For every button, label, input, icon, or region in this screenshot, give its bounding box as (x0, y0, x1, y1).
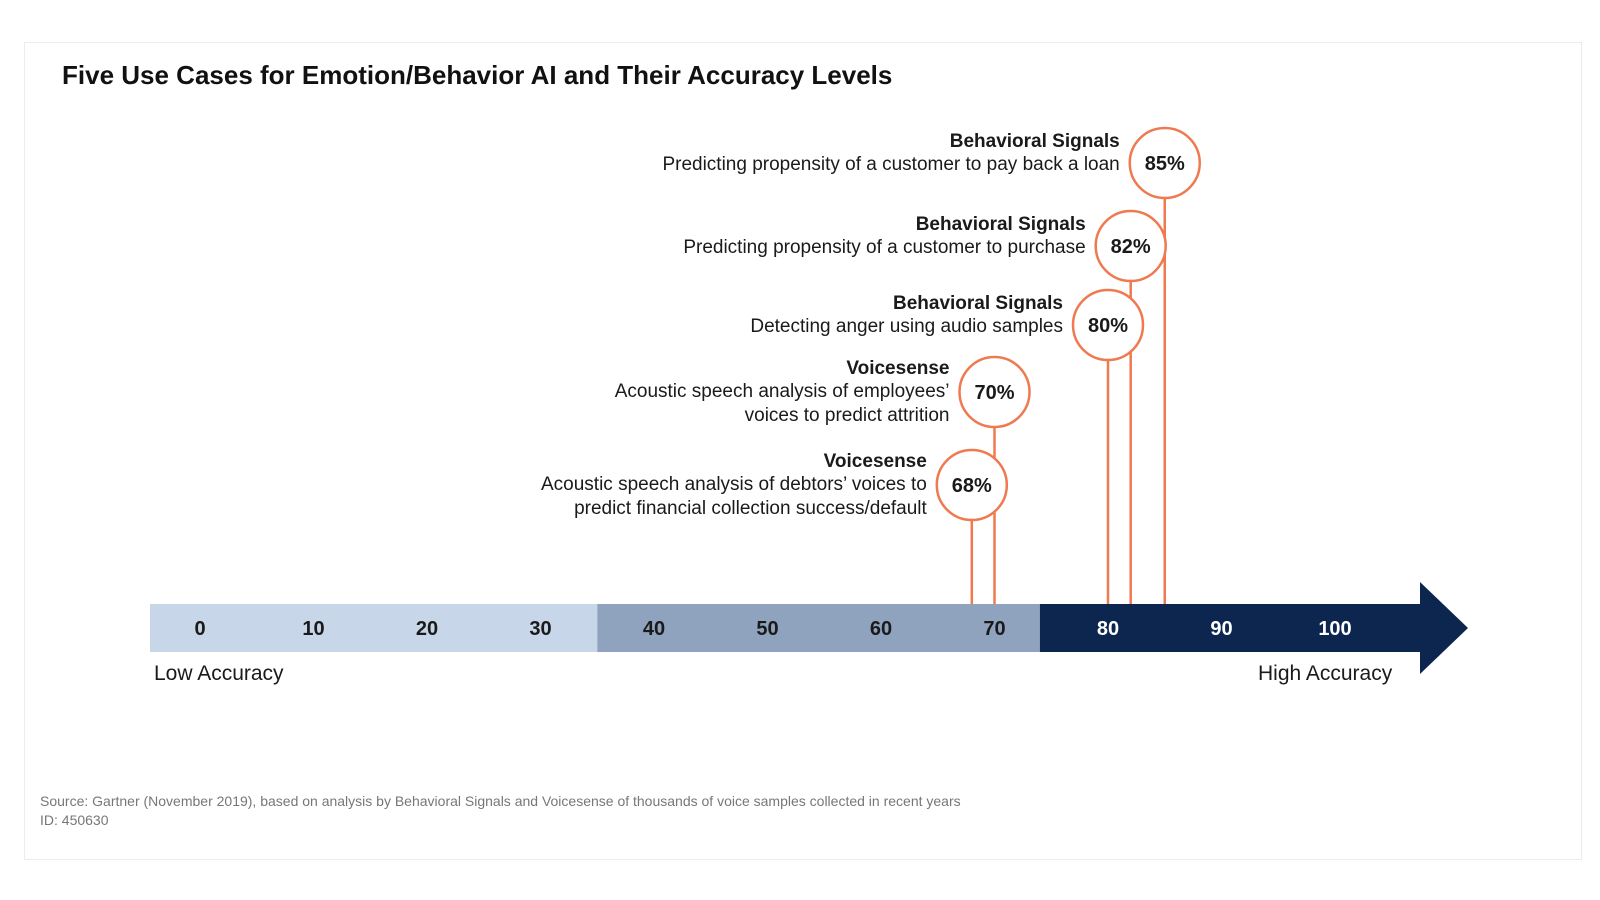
accuracy-band-2 (1039, 604, 1420, 652)
tick-label-70: 70 (983, 618, 1005, 640)
tick-label-80: 80 (1097, 618, 1119, 640)
use-case-description: Acoustic speech analysis of employees’ (614, 381, 950, 402)
footer-id: ID: 450630 (40, 812, 109, 828)
tick-label-30: 30 (529, 618, 551, 640)
accuracy-band-1 (597, 604, 1040, 652)
use-case-description: Predicting propensity of a customer to p… (683, 237, 1086, 258)
tick-label-50: 50 (756, 618, 778, 640)
use-case-category: Voicesense (846, 358, 950, 379)
marker-circle-4 (935, 448, 1009, 522)
use-case-label-0: Behavioral Signals Predicting propensity … (662, 131, 1119, 177)
use-case-category: Behavioral Signals (949, 131, 1120, 152)
tick-label-0: 0 (194, 618, 205, 640)
axis-arrow-head (1420, 582, 1468, 674)
accuracy-band-0 (150, 604, 598, 652)
footer-source: Source: Gartner (November 2019), based o… (40, 793, 961, 809)
marker-value-4: 68% (952, 475, 992, 497)
use-case-description: Acoustic speech analysis of debtors’ voi… (540, 474, 927, 495)
marker-circle-0 (1128, 126, 1201, 200)
use-case-label-4: Voicesense Acoustic speech analysis of de… (541, 451, 927, 521)
high-accuracy-label: High Accuracy (1258, 662, 1393, 685)
low-accuracy-label: Low Accuracy (154, 662, 284, 685)
chart-title: Five Use Cases for Emotion/Behavior AI a… (62, 60, 893, 90)
use-case-description: Predicting propensity of a customer to p… (662, 154, 1120, 175)
marker-value-0: 85% (1145, 153, 1185, 175)
use-case-label-1: Behavioral Signals Predicting propensity … (683, 214, 1085, 260)
tick-label-100: 100 (1318, 618, 1351, 640)
use-case-label-3: Voicesense Acoustic speech analysis of em… (615, 358, 950, 428)
use-case-label-2: Behavioral Signals Detecting anger using … (750, 293, 1063, 339)
use-case-description: voices to predict attrition (744, 405, 950, 426)
marker-circle-2 (1071, 288, 1145, 362)
tick-label-20: 20 (416, 618, 438, 640)
use-case-category: Behavioral Signals (892, 293, 1063, 314)
marker-value-1: 82% (1111, 236, 1151, 258)
use-case-description: predict financial collection success/def… (574, 498, 927, 519)
tick-label-10: 10 (302, 618, 324, 640)
tick-label-60: 60 (870, 618, 892, 640)
tick-label-40: 40 (643, 618, 665, 640)
use-case-category: Behavioral Signals (915, 214, 1086, 235)
use-case-description: Detecting anger using audio samples (750, 316, 1063, 337)
marker-circle-1 (1094, 209, 1167, 283)
marker-circle-3 (958, 355, 1031, 429)
use-case-category: Voicesense (823, 451, 927, 472)
tick-label-90: 90 (1210, 618, 1232, 640)
marker-value-2: 80% (1088, 315, 1128, 337)
marker-value-3: 70% (974, 382, 1014, 404)
chart-card (24, 42, 1582, 860)
